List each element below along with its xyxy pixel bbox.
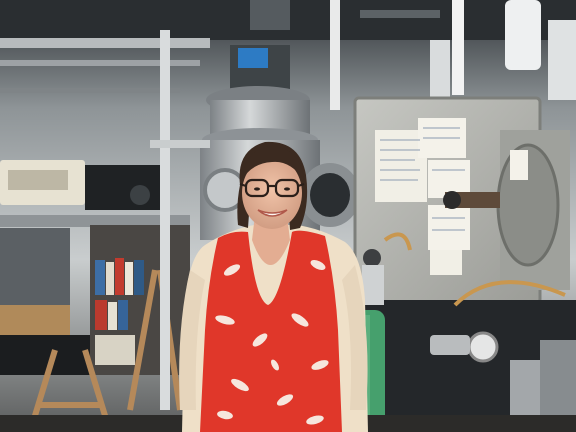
face	[242, 157, 302, 229]
ceiling-pipes	[0, 0, 576, 110]
right-arm	[342, 265, 368, 410]
glasses	[239, 178, 305, 198]
left-arm	[179, 270, 205, 410]
valve-assembly	[360, 232, 576, 432]
electronics-rack	[0, 160, 190, 375]
taped-note	[430, 250, 462, 275]
blouse-print	[215, 260, 329, 425]
taped-note	[428, 205, 470, 250]
person	[179, 141, 368, 432]
smile	[257, 209, 288, 217]
hair-fringe	[242, 146, 304, 180]
chamber-panel	[353, 96, 570, 305]
